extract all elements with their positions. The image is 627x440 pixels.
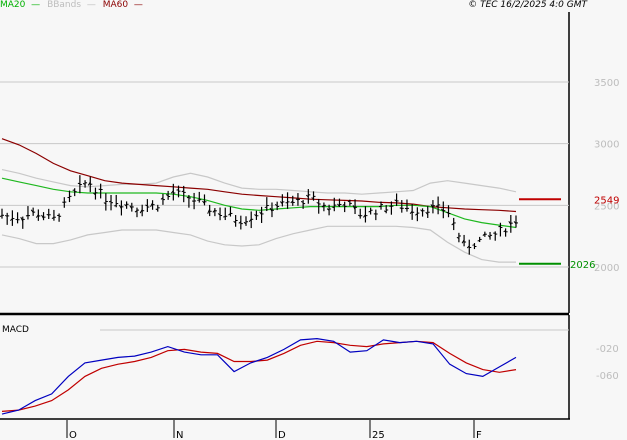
chart-legend: MA20 — BBands — MA60 — [0,0,147,11]
x-tick-label: N [176,430,183,440]
macd-line [1,337,517,415]
legend-bbands: BBands — [47,0,96,10]
ma20-line [1,177,517,229]
legend-ma60: MA60 — [102,0,143,10]
macd-signal-line [1,340,517,412]
macd-title: MACD [2,325,29,335]
ohlc-bars [0,175,518,255]
macd-y-label: -060 [596,371,619,382]
x-tick-label: F [476,430,482,440]
x-tick-label: D [278,430,286,440]
price-y-label: 2000 [594,263,619,274]
x-tick-label: 25 [372,430,385,440]
bbands-lower-line [1,225,516,263]
ma60-line [1,138,517,213]
price-y-label: 3500 [594,78,619,89]
resistance-level-label: 2549 [594,195,619,206]
x-axis: O N D 25 F [66,420,482,440]
legend-ma20: MA20 — [0,0,41,10]
price-panel: 2000 2500 3000 3500 2549 2026 [0,12,619,316]
macd-panel: MACD -020 -060 [0,315,619,420]
support-level-label: 2026 [570,260,595,271]
bbands-upper-line [1,169,517,195]
price-y-label: 2500 [594,201,619,212]
macd-y-label: -020 [596,344,619,355]
copyright-timestamp: © TEC 16/2/2025 4:0 GMT [468,0,587,10]
price-y-label: 3000 [594,140,619,151]
x-tick-label: O [69,430,77,440]
